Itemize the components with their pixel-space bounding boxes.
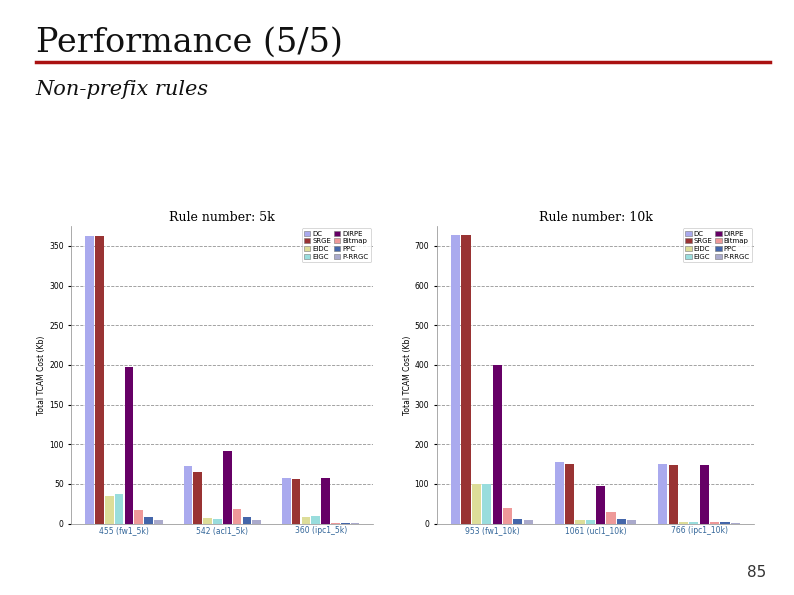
Bar bbox=[679, 522, 688, 524]
Bar bbox=[586, 519, 595, 524]
Bar bbox=[523, 519, 533, 524]
Bar bbox=[134, 510, 143, 524]
Bar bbox=[223, 450, 232, 524]
Bar bbox=[331, 523, 340, 524]
Bar bbox=[730, 523, 740, 524]
Legend: DC, SRGE, EIDC, EIGC, DIRPE, Bitmap, PPC, P-RRGC: DC, SRGE, EIDC, EIGC, DIRPE, Bitmap, PPC… bbox=[302, 228, 371, 262]
Bar bbox=[461, 235, 471, 524]
Bar bbox=[596, 486, 605, 524]
Bar bbox=[291, 479, 300, 524]
Text: Non-prefix rules: Non-prefix rules bbox=[36, 80, 209, 99]
Bar bbox=[565, 464, 574, 524]
Bar bbox=[341, 523, 349, 524]
Legend: DC, SRGE, EIDC, EIGC, DIRPE, Bitmap, PPC, P-RRGC: DC, SRGE, EIDC, EIGC, DIRPE, Bitmap, PPC… bbox=[683, 228, 752, 262]
Y-axis label: Total TCAM Cost (Kb): Total TCAM Cost (Kb) bbox=[37, 335, 46, 415]
Bar bbox=[689, 522, 699, 524]
Bar bbox=[183, 466, 192, 524]
Bar bbox=[213, 519, 222, 524]
Bar bbox=[492, 365, 502, 524]
Bar bbox=[710, 522, 719, 524]
Bar bbox=[720, 522, 730, 524]
Bar bbox=[472, 484, 481, 524]
Bar bbox=[302, 517, 310, 524]
Bar bbox=[351, 523, 360, 524]
Y-axis label: Total TCAM Cost (Kb): Total TCAM Cost (Kb) bbox=[403, 335, 411, 415]
Bar bbox=[627, 521, 636, 524]
Bar bbox=[194, 472, 202, 524]
Title: Rule number: 5k: Rule number: 5k bbox=[169, 211, 276, 224]
Bar bbox=[607, 512, 615, 524]
Bar bbox=[700, 465, 709, 524]
Bar bbox=[114, 494, 123, 524]
Bar bbox=[233, 509, 241, 524]
Bar bbox=[125, 367, 133, 524]
Bar bbox=[311, 516, 320, 524]
Bar bbox=[669, 465, 678, 524]
Bar bbox=[243, 517, 251, 524]
Bar bbox=[617, 519, 626, 524]
Bar bbox=[203, 518, 212, 524]
Bar bbox=[513, 519, 522, 524]
Bar bbox=[282, 478, 291, 524]
Bar bbox=[576, 519, 584, 524]
Bar bbox=[154, 519, 163, 524]
Bar bbox=[252, 519, 261, 524]
Bar bbox=[145, 517, 153, 524]
Text: 85: 85 bbox=[747, 565, 766, 580]
Bar bbox=[105, 496, 114, 524]
Bar bbox=[555, 462, 564, 524]
Bar bbox=[503, 508, 512, 524]
Bar bbox=[95, 236, 104, 524]
Text: Performance (5/5): Performance (5/5) bbox=[36, 27, 342, 59]
Bar bbox=[658, 464, 668, 524]
Bar bbox=[451, 235, 461, 524]
Bar bbox=[322, 478, 330, 524]
Bar bbox=[482, 484, 491, 524]
Bar bbox=[85, 236, 94, 524]
Title: Rule number: 10k: Rule number: 10k bbox=[538, 211, 653, 224]
